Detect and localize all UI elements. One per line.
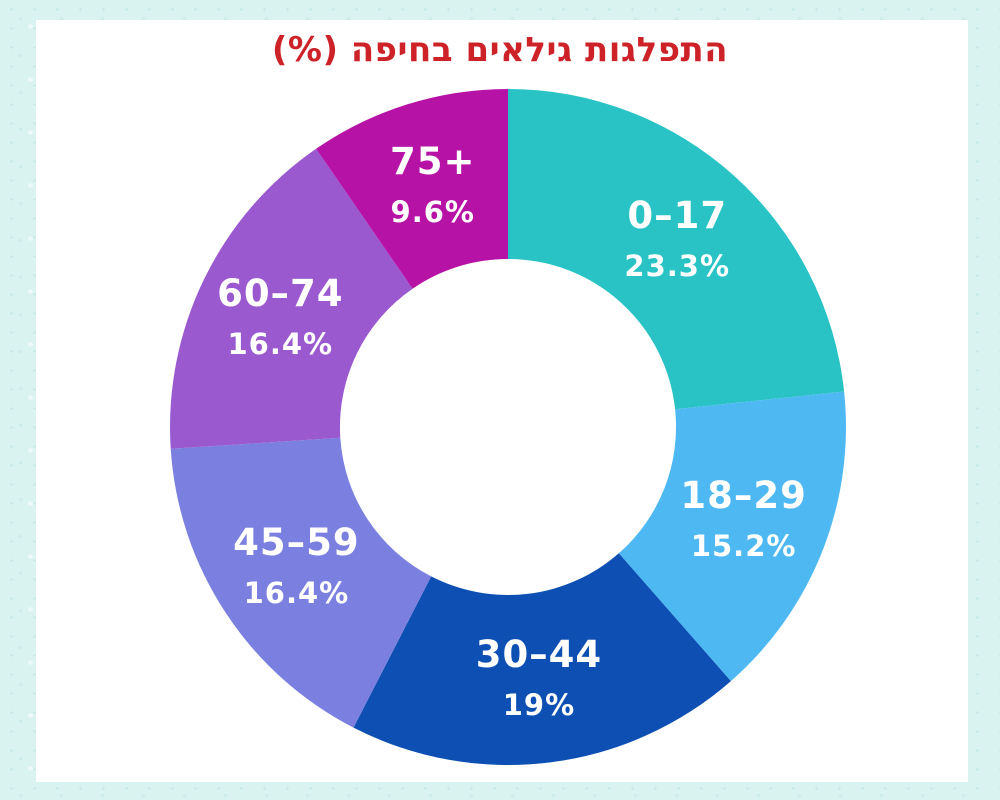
chart-title: התפלגות גילאים בחיפה (%) — [271, 30, 729, 70]
donut-segment-0-17 — [508, 89, 845, 410]
donut-segment-60-74 — [169, 148, 413, 449]
donut-segment-18-29 — [618, 391, 846, 682]
donut-segment-75+ — [316, 89, 508, 289]
donut-segment-45-59 — [170, 437, 432, 728]
donut-segment-30-44 — [353, 553, 731, 765]
